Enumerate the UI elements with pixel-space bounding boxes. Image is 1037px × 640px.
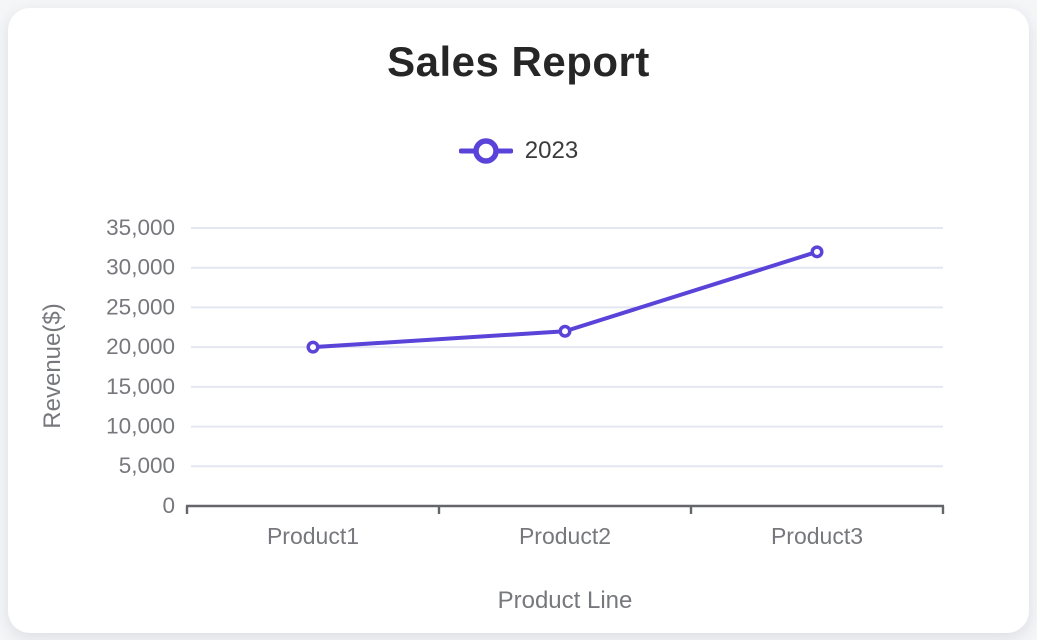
legend-label: 2023	[524, 137, 579, 164]
y-tick-label: 10,000	[106, 414, 175, 439]
legend-line-marker-icon	[458, 138, 513, 164]
y-tick-label: 35,000	[106, 215, 175, 240]
x-tick-label: Product1	[267, 523, 359, 549]
legend: 2023	[8, 136, 1029, 166]
x-axis-title: Product Line	[497, 587, 633, 614]
data-point	[558, 324, 572, 338]
y-tick-label: 0	[162, 493, 175, 518]
chart-title: Sales Report	[387, 38, 650, 85]
y-tick-label: 30,000	[106, 255, 175, 280]
legend-item-2023[interactable]: 2023	[458, 136, 579, 166]
data-point	[306, 340, 320, 354]
y-tick-label: 25,000	[106, 294, 175, 319]
x-tick-label: Product3	[771, 523, 863, 549]
y-axis-title: Revenue($)	[39, 303, 66, 429]
y-tick-label: 15,000	[106, 374, 175, 399]
y-tick-label: 20,000	[106, 334, 175, 359]
y-tick-label: 5,000	[119, 453, 175, 478]
data-point	[810, 245, 824, 259]
x-tick-label: Product2	[519, 523, 611, 549]
chart-card: Sales Report 2023 0 5,000 10,000 15,000 20,0…	[8, 8, 1029, 633]
sales-line-chart: 0 5,000 10,000 15,000 20,000 25,000 30,000 35,0…	[106, 215, 945, 549]
